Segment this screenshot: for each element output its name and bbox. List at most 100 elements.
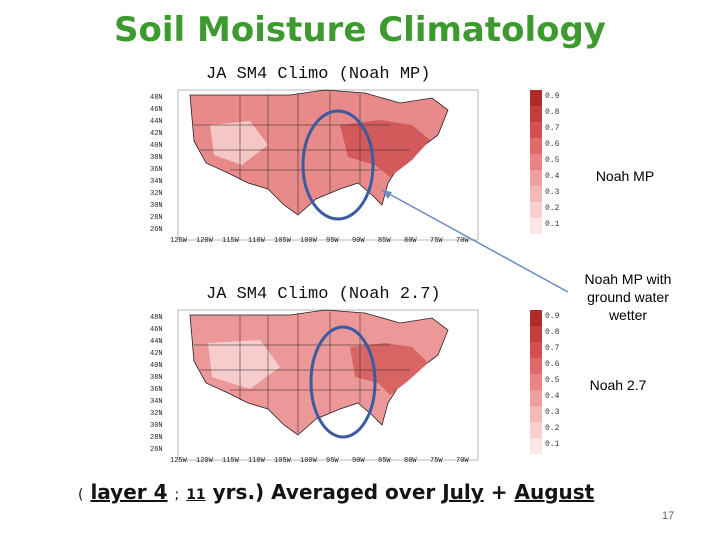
- lon-label: 125W: [170, 237, 187, 245]
- lon-label: 90W: [352, 237, 365, 245]
- annotation-line: wetter: [608, 307, 648, 323]
- open-paren: (: [78, 487, 84, 503]
- lon-label: 105W: [274, 237, 291, 245]
- legend-value: 0.9: [545, 92, 560, 101]
- lat-label: 42N: [150, 130, 163, 138]
- lon-label: 115W: [222, 457, 239, 465]
- lat-label: 48N: [150, 94, 163, 102]
- wet-region-east: [340, 120, 430, 177]
- highlight-ellipse: [309, 325, 377, 439]
- legend-value: 0.8: [545, 328, 560, 337]
- lon-label: 75W: [430, 237, 443, 245]
- lat-label: 36N: [150, 166, 163, 174]
- footer-caption: ( layer 4 ; 11 yrs.) Averaged over July …: [78, 480, 594, 504]
- lon-label: 70W: [456, 237, 469, 245]
- lat-label: 42N: [150, 350, 163, 358]
- lat-label: 28N: [150, 214, 163, 222]
- slide-title: Soil Moisture Climatology: [114, 10, 606, 50]
- lon-label: 100W: [300, 457, 317, 465]
- lat-label: 40N: [150, 142, 163, 150]
- month-august: August: [514, 480, 595, 504]
- legend-value: 0.1: [545, 440, 560, 449]
- lat-label: 30N: [150, 422, 163, 430]
- lon-label: 95W: [326, 237, 339, 245]
- lon-label: 105W: [274, 457, 291, 465]
- legend-colorbar: [530, 90, 542, 234]
- legend-swatch: [530, 342, 542, 358]
- dry-region-west: [210, 121, 268, 165]
- legend-value: 0.3: [545, 188, 560, 197]
- legend-value: 0.5: [545, 156, 560, 165]
- map-figure: [177, 309, 542, 461]
- lon-label: 85W: [378, 457, 391, 465]
- wet-region-east: [350, 343, 428, 395]
- map-panel-noah-mp: JA SM4 Climo (Noah MP) 48N: [150, 65, 560, 255]
- lon-label: 95W: [326, 457, 339, 465]
- map-panel-noah-27: JA SM4 Climo (Noah 2.7) 48N: [150, 285, 560, 475]
- lat-label: 48N: [150, 314, 163, 322]
- legend-swatch: [530, 138, 542, 154]
- lat-label: 26N: [150, 226, 163, 234]
- legend-value: 0.9: [545, 312, 560, 321]
- averaged-over-text: Averaged over: [271, 480, 436, 504]
- month-july: July: [442, 480, 484, 504]
- lon-label: 80W: [404, 237, 417, 245]
- legend-value: 0.4: [545, 172, 560, 181]
- legend-swatch: [530, 326, 542, 342]
- annotation-line: Noah MP with: [584, 271, 672, 287]
- lon-label: 120W: [196, 237, 213, 245]
- annotation-line: ground water: [587, 289, 669, 305]
- lon-label: 100W: [300, 237, 317, 245]
- legend-value: 0.6: [545, 360, 560, 369]
- legend-colorbar: [530, 310, 542, 454]
- legend-swatch: [530, 310, 542, 326]
- lon-label: 75W: [430, 457, 443, 465]
- lat-label: 36N: [150, 386, 163, 394]
- lat-label: 34N: [150, 178, 163, 186]
- dry-region-west: [208, 340, 280, 389]
- legend-value: 0.6: [545, 140, 560, 149]
- legend-value: 0.8: [545, 108, 560, 117]
- annotation-ground-water: Noah MP with ground water wetter: [568, 270, 688, 324]
- plus-sign: +: [490, 480, 508, 504]
- map-title: JA SM4 Climo (Noah MP): [206, 65, 431, 84]
- legend-swatch: [530, 154, 542, 170]
- legend-swatch: [530, 202, 542, 218]
- lat-label: 38N: [150, 374, 163, 382]
- legend-value: 0.2: [545, 424, 560, 433]
- lat-label: 46N: [150, 326, 163, 334]
- legend-swatch: [530, 438, 542, 454]
- legend-swatch: [530, 374, 542, 390]
- years-number: 11: [186, 487, 206, 503]
- lon-label: 125W: [170, 457, 187, 465]
- lat-label: 38N: [150, 154, 163, 162]
- lat-label: 34N: [150, 398, 163, 406]
- semicolon: ;: [174, 487, 180, 503]
- lat-label: 28N: [150, 434, 163, 442]
- highlight-ellipse: [301, 109, 375, 221]
- legend-value: 0.3: [545, 408, 560, 417]
- legend-swatch: [530, 406, 542, 422]
- lat-label: 32N: [150, 410, 163, 418]
- legend-swatch: [530, 170, 542, 186]
- legend-swatch: [530, 106, 542, 122]
- map-figure: [177, 89, 542, 241]
- legend-value: 0.4: [545, 392, 560, 401]
- page-number: 17: [662, 510, 675, 522]
- lat-label: 32N: [150, 190, 163, 198]
- lon-label: 70W: [456, 457, 469, 465]
- legend-value: 0.1: [545, 220, 560, 229]
- legend-swatch: [530, 90, 542, 106]
- legend-swatch: [530, 218, 542, 234]
- legend-swatch: [530, 390, 542, 406]
- legend-value: 0.7: [545, 344, 560, 353]
- legend-swatch: [530, 422, 542, 438]
- lon-label: 85W: [378, 237, 391, 245]
- layer-text: layer 4: [90, 480, 168, 504]
- legend-swatch: [530, 358, 542, 374]
- legend-swatch: [530, 122, 542, 138]
- lat-label: 46N: [150, 106, 163, 114]
- legend-value: 0.7: [545, 124, 560, 133]
- lon-label: 90W: [352, 457, 365, 465]
- lat-label: 44N: [150, 118, 163, 126]
